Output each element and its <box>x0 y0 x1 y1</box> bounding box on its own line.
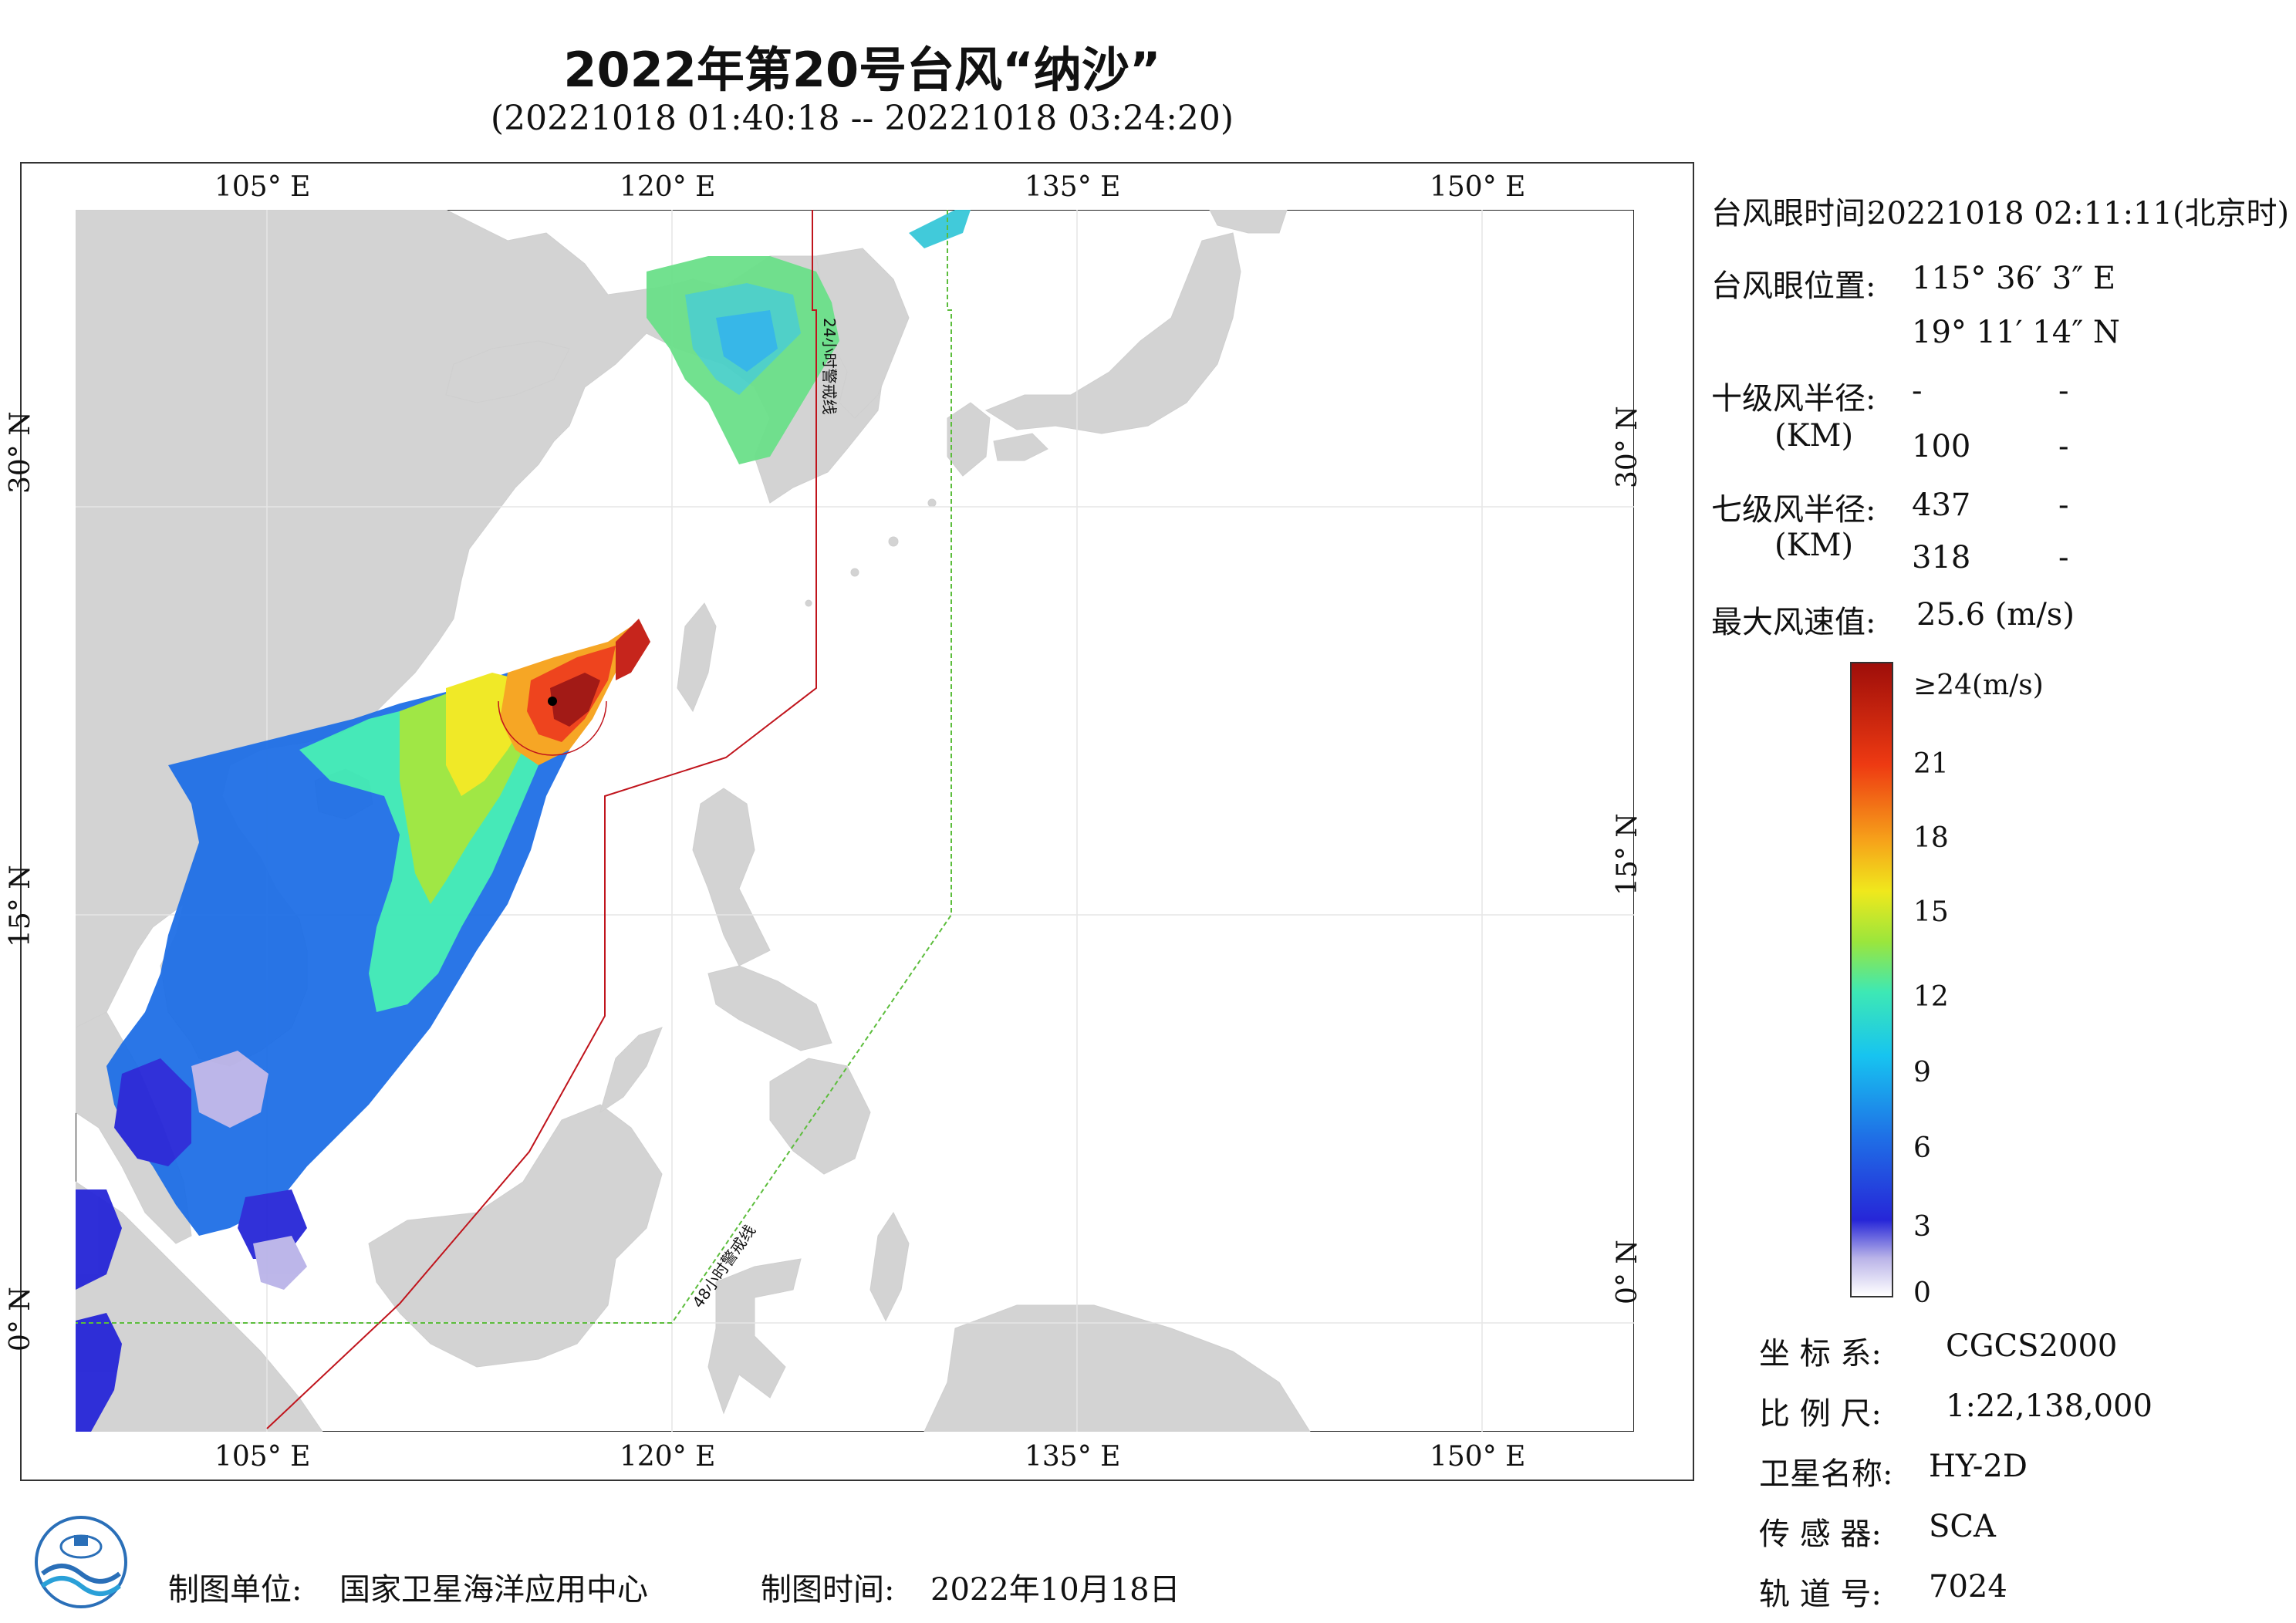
lon-label-bottom-150: 150° E <box>1430 1441 1526 1473</box>
wind-radius-arc <box>498 700 607 756</box>
luzon <box>692 788 771 967</box>
eye-position-label: 台风眼位置: <box>1711 268 1876 304</box>
colorbar-tick-3: 3 <box>1913 1211 1931 1243</box>
colorbar-tick-9: 9 <box>1913 1057 1931 1088</box>
nsoas-logo-icon <box>35 1516 127 1608</box>
sensor-value: SCA <box>1929 1509 1996 1544</box>
r10-unit: (KM) <box>1774 418 1854 454</box>
lon-label-top-105: 105° E <box>214 171 311 203</box>
hokkaido <box>1209 210 1288 234</box>
shandong-peninsula <box>445 340 570 403</box>
r10-label: 十级风半径: <box>1711 381 1876 417</box>
new-guinea <box>923 1304 1311 1432</box>
max-wind-value: 25.6 (m/s) <box>1916 597 2075 633</box>
mindanao <box>769 1058 871 1175</box>
colorbar-tick-21: 21 <box>1913 748 1949 780</box>
colorbar-tick-12: 12 <box>1913 981 1949 1013</box>
shikoku <box>993 433 1048 461</box>
colorbar-top-label: ≥24(m/s) <box>1913 670 2044 701</box>
wind-field-map[interactable]: 24小时警戒线 48小时警戒线 <box>76 210 1634 1432</box>
halmahera <box>869 1212 910 1322</box>
graticule <box>76 210 1634 1432</box>
eye-latitude: 19° 11′ 14″ N <box>1912 315 2120 350</box>
sulawesi <box>707 1258 802 1415</box>
eye-time-value: 20221018 02:11:11(北京时) <box>1867 196 2290 231</box>
r7-row1-b: - <box>2058 488 2069 523</box>
lon-label-top-120: 120° E <box>620 171 716 203</box>
lat-label-right-15: 15° N <box>1612 813 1643 896</box>
eye-time-label: 台风眼时间: <box>1711 196 1876 231</box>
satellite-label: 卫星名称: <box>1759 1456 1893 1492</box>
lat-label-left-0: 0° N <box>5 1287 36 1351</box>
lon-label-bottom-105: 105° E <box>214 1441 311 1473</box>
crs-value: CGCS2000 <box>1946 1328 2118 1364</box>
r7-row2-a: 318 <box>1912 540 1971 575</box>
sumatra <box>76 1181 323 1432</box>
wind-speed-colorbar <box>1850 662 1893 1297</box>
eye-longitude: 115° 36′ 3″ E <box>1912 261 2116 296</box>
colorbar-tick-15: 15 <box>1913 896 1949 928</box>
warning-line-24h <box>266 210 817 1429</box>
r10-row2-a: 100 <box>1912 429 1971 464</box>
date-value: 2022年10月18日 <box>930 1572 1180 1608</box>
lat-label-left-30: 30° N <box>5 411 36 494</box>
producer-label: 制图单位: <box>168 1572 302 1608</box>
orbit-value: 7024 <box>1929 1569 2007 1604</box>
wind-swath <box>76 210 971 1432</box>
orbit-label: 轨 道 号: <box>1759 1577 1882 1612</box>
r7-row1-a: 437 <box>1912 488 1971 523</box>
producer-value: 国家卫星海洋应用中心 <box>339 1572 648 1608</box>
lat-label-right-0: 0° N <box>1612 1240 1643 1304</box>
crs-label: 坐 标 系: <box>1759 1336 1882 1372</box>
map-title: 2022年第20号台风“纳沙” <box>563 42 1161 98</box>
lon-label-bottom-135: 135° E <box>1025 1441 1121 1473</box>
max-wind-label: 最大风速值: <box>1711 605 1876 640</box>
lon-label-top-135: 135° E <box>1025 171 1121 203</box>
scale-value: 1:22,138,000 <box>1946 1388 2152 1424</box>
sensor-label: 传 感 器: <box>1759 1517 1882 1552</box>
r7-label: 七级风半径: <box>1711 492 1876 528</box>
lat-label-left-15: 15° N <box>5 865 36 947</box>
lon-label-top-150: 150° E <box>1430 171 1526 203</box>
colorbar-tick-0: 0 <box>1913 1277 1931 1309</box>
colorbar-tick-6: 6 <box>1913 1132 1931 1164</box>
palawan <box>599 1027 663 1114</box>
honshu <box>984 232 1241 434</box>
r10-row1-b: - <box>2058 373 2069 409</box>
warning-24h-label: 24小时警戒线 <box>820 318 839 414</box>
map-subtitle: (20221018 01:40:18 -- 20221018 03:24:20) <box>490 99 1234 138</box>
colorbar-tick-18: 18 <box>1913 822 1949 854</box>
visayas <box>707 965 832 1051</box>
r10-row2-b: - <box>2058 429 2069 464</box>
date-label: 制图时间: <box>761 1572 895 1608</box>
satellite-value: HY-2D <box>1929 1449 2028 1484</box>
r7-unit: (KM) <box>1774 528 1854 563</box>
typhoon-eye-marker <box>548 697 557 706</box>
kyushu <box>947 402 991 477</box>
r10-row1-a: - <box>1912 373 1923 409</box>
scale-label: 比 例 尺: <box>1759 1396 1882 1432</box>
borneo <box>368 1104 663 1368</box>
lon-label-bottom-120: 120° E <box>620 1441 716 1473</box>
taiwan <box>677 602 717 713</box>
r7-row2-b: - <box>2058 540 2069 575</box>
lat-label-right-30: 30° N <box>1612 406 1643 488</box>
